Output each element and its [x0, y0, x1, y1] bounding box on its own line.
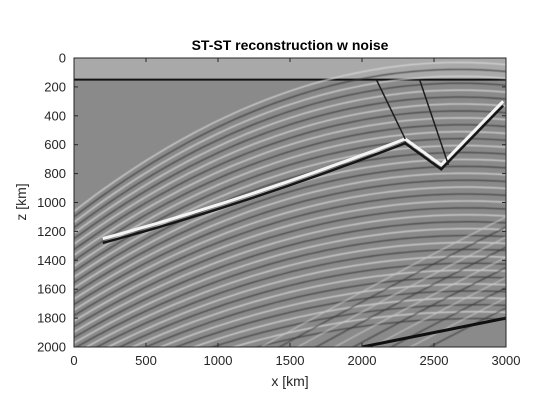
x-tick-label: 0 [70, 353, 77, 368]
x-tick-label: 500 [135, 353, 157, 368]
deep-reflector [408, 297, 506, 347]
reflector-line [95, 248, 506, 347]
reflector-line [254, 317, 506, 347]
deep-reflector [296, 236, 506, 347]
deep-reflector [370, 276, 506, 347]
x-tick-label: 1000 [204, 353, 233, 368]
fault-line [418, 79, 450, 166]
y-tick-label: 0 [59, 51, 66, 66]
reflector-line [130, 269, 506, 347]
reflector-line [74, 179, 506, 306]
y-tick-label: 200 [44, 79, 66, 94]
reflector-line [74, 82, 506, 229]
reflector-line [74, 110, 506, 251]
reflector-line [74, 172, 506, 300]
x-axis-label: x [km] [271, 373, 308, 389]
reflector-line [74, 144, 506, 278]
reflector-line [74, 103, 506, 245]
deep-reflector [260, 216, 506, 347]
reflector-line [74, 200, 506, 322]
deep-reflector [389, 287, 506, 347]
reflector-line [191, 297, 506, 347]
reflector-line [230, 310, 506, 347]
reflector-line [74, 75, 506, 223]
reflector-line [74, 130, 506, 267]
y-tick-label: 600 [44, 137, 66, 152]
reflector-line [74, 214, 506, 333]
water-layer [74, 58, 506, 80]
deep-reflector [277, 226, 506, 347]
y-tick-label: 1800 [37, 311, 66, 326]
y-tick-label: 1400 [37, 253, 66, 268]
deep-reflector [351, 266, 506, 347]
y-tick-label: 800 [44, 166, 66, 181]
reflector-line [74, 96, 506, 240]
reflector-line [74, 61, 506, 212]
reflector-line [158, 283, 506, 347]
x-tick-label: 1500 [276, 353, 305, 368]
x-tick-label: 2000 [348, 353, 377, 368]
reflector-line [74, 186, 506, 311]
basement-reflector [361, 316, 506, 347]
reflector-line [74, 124, 506, 262]
x-axis: 0 500 1000 1500 2000 2500 3000 [70, 58, 520, 368]
reflector-line [75, 234, 506, 347]
reflector-line [74, 151, 506, 284]
y-tick-label: 1200 [37, 224, 66, 239]
reflector-line [84, 241, 506, 347]
y-tick-label: 1000 [37, 195, 66, 210]
reflector-line [210, 304, 506, 347]
deep-reflector [333, 256, 506, 347]
reflector-line [74, 227, 506, 344]
deep-reflector [314, 246, 506, 347]
y-tick-label: 400 [44, 108, 66, 123]
fault-line [375, 79, 406, 140]
reflector-line [74, 117, 506, 256]
reflector-line [74, 220, 506, 339]
y-axis-label: z [km] [13, 183, 29, 220]
y-axis: 0 200 400 600 800 1000 1200 1400 1600 1800 2000 [37, 51, 506, 355]
image-background [74, 58, 506, 347]
chart-title: ST-ST reconstruction w noise [192, 37, 389, 53]
reflector-line [74, 207, 506, 328]
reflector-layers [74, 61, 506, 347]
y-tick-label: 1600 [37, 282, 66, 297]
reflector-line [106, 255, 506, 347]
dark-reflector [102, 104, 505, 245]
x-tick-label: 2500 [420, 353, 449, 368]
reflector-line [74, 193, 506, 317]
reflector-line [74, 165, 506, 295]
reflector-line [144, 276, 506, 347]
reflector-line [74, 68, 506, 218]
seismic-image [74, 58, 506, 347]
y-tick-label: 2000 [37, 340, 66, 355]
bright-reflector [102, 100, 505, 241]
x-tick-label: 3000 [492, 353, 521, 368]
reflector-line [174, 290, 506, 347]
reflector-line [74, 89, 506, 234]
